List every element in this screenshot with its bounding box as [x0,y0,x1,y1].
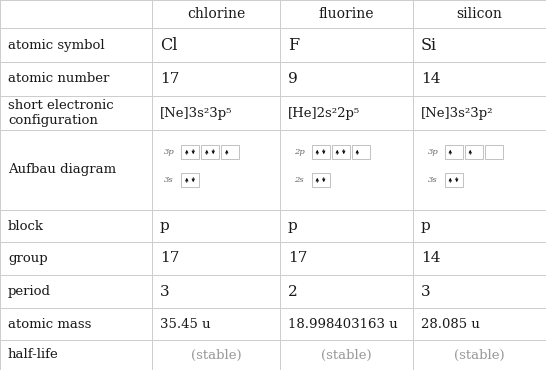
Bar [312,145,329,159]
Text: atomic symbol: atomic symbol [8,38,105,51]
Bar [444,145,462,159]
Text: silicon: silicon [456,7,502,21]
Text: atomic mass: atomic mass [8,317,91,330]
Text: fluorine: fluorine [319,7,374,21]
Text: 3p: 3p [164,148,175,156]
Text: 14: 14 [421,252,441,266]
Text: 28.085 u: 28.085 u [421,317,480,330]
Bar [331,145,349,159]
Text: Cl: Cl [160,37,177,54]
Text: (stable): (stable) [191,349,241,361]
Text: block: block [8,219,44,232]
Text: p: p [288,219,298,233]
Text: chlorine: chlorine [187,7,245,21]
Text: group: group [8,252,48,265]
Bar [221,145,239,159]
Text: 3s: 3s [428,176,437,184]
Text: 3p: 3p [428,148,438,156]
Bar [484,145,502,159]
Text: period: period [8,285,51,298]
Text: (stable): (stable) [454,349,505,361]
Text: 17: 17 [160,72,180,86]
Text: 3: 3 [160,285,170,299]
Text: atomic number: atomic number [8,73,109,85]
Text: 9: 9 [288,72,298,86]
Text: 3s: 3s [164,176,174,184]
Text: 35.45 u: 35.45 u [160,317,211,330]
Bar [352,145,370,159]
Bar [201,145,219,159]
Bar [181,173,199,187]
Text: [Ne]3s²3p²: [Ne]3s²3p² [421,107,494,120]
Bar [444,173,462,187]
Text: p: p [421,219,431,233]
Text: 17: 17 [288,252,307,266]
Text: Si: Si [421,37,437,54]
Text: [He]2s²2p⁵: [He]2s²2p⁵ [288,107,360,120]
Text: p: p [160,219,170,233]
Bar [181,145,199,159]
Text: (stable): (stable) [321,349,372,361]
Text: Aufbau diagram: Aufbau diagram [8,164,116,176]
Text: short electronic
configuration: short electronic configuration [8,99,114,127]
Text: 2p: 2p [294,148,305,156]
Text: 3: 3 [421,285,431,299]
Text: 17: 17 [160,252,180,266]
Text: F: F [288,37,299,54]
Text: [Ne]3s²3p⁵: [Ne]3s²3p⁵ [160,107,233,120]
Text: 14: 14 [421,72,441,86]
Bar [312,173,329,187]
Text: 2: 2 [288,285,298,299]
Bar [465,145,483,159]
Text: 18.998403163 u: 18.998403163 u [288,317,397,330]
Text: 2s: 2s [294,176,304,184]
Text: half-life: half-life [8,349,59,361]
